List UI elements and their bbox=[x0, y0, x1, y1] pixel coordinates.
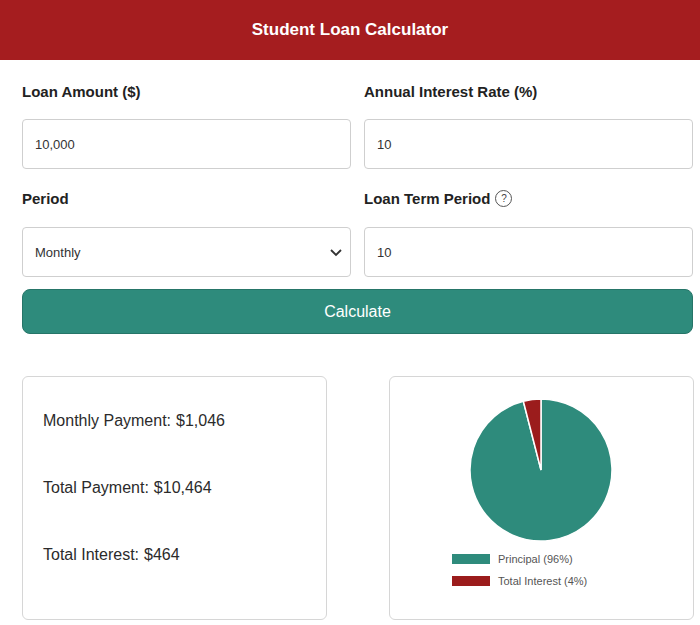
result-label: Total Payment: bbox=[43, 479, 149, 496]
field-label: Loan Term Period? bbox=[364, 185, 512, 211]
field-value: 10 bbox=[377, 245, 391, 260]
pie-chart: Principal (96%) Total Interest (4%) bbox=[0, 0, 700, 625]
field-label: Loan Amount ($) bbox=[22, 78, 141, 104]
input[interactable]: 10 bbox=[364, 227, 693, 277]
field-value: 10 bbox=[377, 137, 391, 152]
calculate-button[interactable]: Calculate bbox=[22, 289, 693, 334]
label-text: Annual Interest Rate (%) bbox=[364, 83, 537, 100]
field-label: Period bbox=[22, 185, 69, 211]
select[interactable]: Monthly bbox=[22, 227, 351, 277]
button-text: Calculate bbox=[324, 303, 391, 321]
pie-slice bbox=[523, 399, 541, 470]
result-value: $464 bbox=[144, 546, 180, 563]
title: Student Loan Calculator bbox=[252, 20, 448, 40]
field-label: Annual Interest Rate (%) bbox=[364, 78, 537, 104]
header: Student Loan Calculator bbox=[0, 0, 700, 60]
input[interactable]: 10,000 bbox=[22, 119, 351, 169]
chevron-path bbox=[331, 250, 341, 255]
label-text: Period bbox=[22, 190, 69, 207]
field-value: Monthly bbox=[35, 245, 81, 260]
legend-label: Principal (96%) bbox=[498, 553, 573, 565]
field-value: 10,000 bbox=[35, 137, 75, 152]
help-icon[interactable]: ? bbox=[495, 190, 512, 207]
input[interactable]: 10 bbox=[364, 119, 693, 169]
legend-swatch bbox=[452, 554, 490, 564]
result-row: Total Payment: $10,464 bbox=[43, 479, 212, 499]
result-label: Monthly Payment: bbox=[43, 412, 171, 429]
result-value: $10,464 bbox=[154, 479, 212, 496]
result-label: Total Interest: bbox=[43, 546, 139, 563]
label-text: Loan Amount ($) bbox=[22, 83, 141, 100]
result-value: $1,046 bbox=[176, 412, 225, 429]
pie-slice bbox=[470, 399, 612, 541]
result-row: Total Interest: $464 bbox=[43, 546, 180, 566]
label-text: Loan Term Period bbox=[364, 190, 490, 207]
chevron bbox=[330, 249, 342, 257]
legend-swatch bbox=[452, 576, 490, 586]
legend-label: Total Interest (4%) bbox=[498, 575, 587, 587]
result-row: Monthly Payment: $1,046 bbox=[43, 412, 225, 432]
